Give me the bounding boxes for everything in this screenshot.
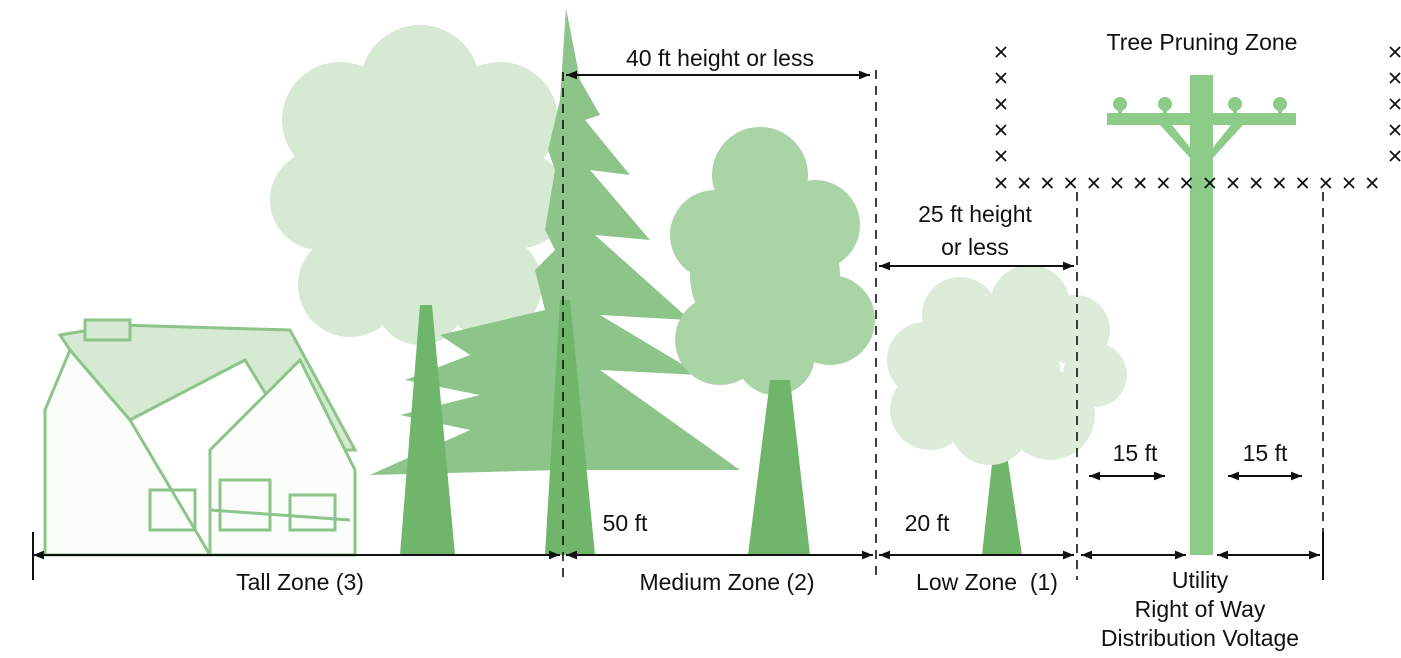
height-limit: 25 ft height [918, 201, 1032, 227]
zone-label: Utility [1172, 567, 1229, 593]
zone-label: Right of Way [1135, 596, 1266, 622]
zone-label: Medium Zone (2) [639, 569, 814, 595]
house [45, 320, 355, 555]
zone-label: Distribution Voltage [1101, 625, 1299, 651]
distance-label: 20 ft [905, 510, 950, 536]
utility-pole [1107, 75, 1296, 555]
zone-label: Tall Zone (3) [236, 569, 364, 595]
height-limit: 40 ft height or less [626, 45, 814, 71]
diagram-title: Tree Pruning Zone [1107, 29, 1298, 55]
medium-tree [670, 127, 875, 395]
diagram: Tree Pruning Zone 40 ft height or less 2… [0, 0, 1401, 658]
page: Tree Pruning Zone 40 ft height or less 2… [0, 0, 1401, 658]
distance-label: 50 ft [603, 510, 648, 536]
distance-label: 15 ft [1113, 440, 1158, 466]
zone-label: Low Zone (1) [916, 569, 1058, 595]
height-limit: or less [941, 234, 1009, 260]
low-tree [887, 265, 1127, 465]
distance-label: 15 ft [1243, 440, 1288, 466]
tall-tree [270, 25, 568, 345]
